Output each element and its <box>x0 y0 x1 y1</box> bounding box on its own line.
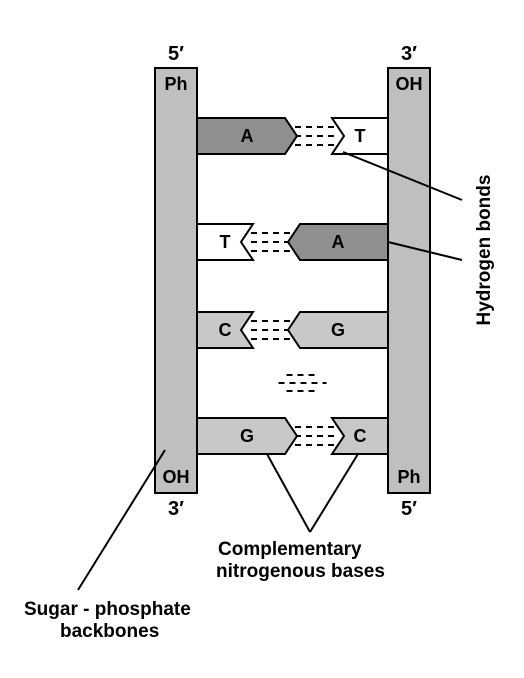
left-top-end: 5′ <box>168 43 184 65</box>
callout-backbone-line <box>78 450 165 590</box>
callout-bases-line-1 <box>267 454 310 532</box>
base-left-label-2: C <box>219 320 232 340</box>
right-backbone <box>388 68 430 493</box>
hbond-0 <box>295 127 334 145</box>
left-bottom-end: 3′ <box>168 498 184 520</box>
label-backbones: Sugar - phosphatebackbones <box>24 599 191 642</box>
base-right-label-3: C <box>354 426 367 446</box>
right-top-end: 3′ <box>401 43 417 65</box>
left-top-inner: Ph <box>164 74 187 94</box>
base-right-label-2: G <box>331 320 345 340</box>
base-left-label-1: T <box>220 232 231 252</box>
hbond-3 <box>295 427 334 445</box>
right-top-inner: OH <box>396 74 423 94</box>
label-bases: Complementarynitrogenous bases <box>216 539 385 582</box>
base-right-label-0: T <box>355 126 366 146</box>
callout-bases-line-2 <box>310 454 358 532</box>
hbond-1 <box>251 233 290 251</box>
label-hbonds: Hydrogen bonds <box>474 175 495 326</box>
left-bottom-inner: OH <box>163 467 190 487</box>
right-bottom-end: 5′ <box>401 498 417 520</box>
base-right-label-1: A <box>332 232 345 252</box>
base-left-label-0: A <box>241 126 254 146</box>
left-backbone <box>155 68 197 493</box>
hbond-2 <box>251 321 290 339</box>
dash-marks <box>279 375 327 391</box>
base-left-label-3: G <box>240 426 254 446</box>
right-bottom-inner: Ph <box>397 467 420 487</box>
